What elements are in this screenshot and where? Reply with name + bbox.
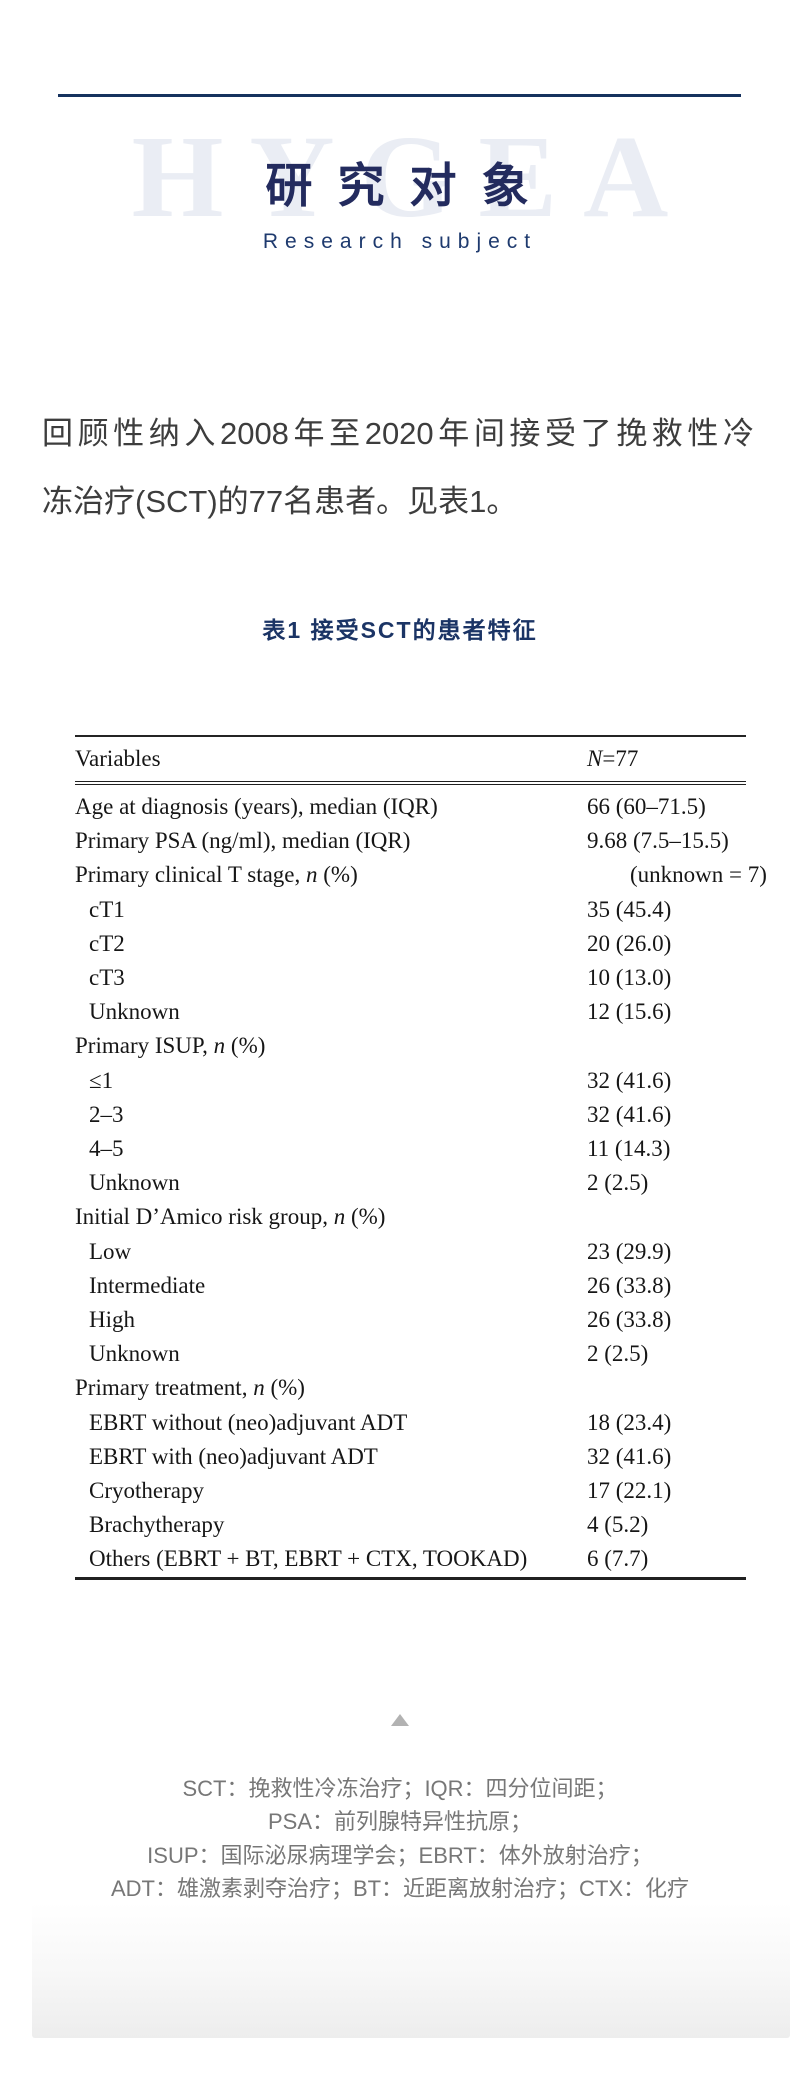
table-row: Others (EBRT + BT, EBRT + CTX, TOOKAD) 6 …: [75, 1542, 746, 1576]
row-value: 18 (23.4): [587, 1409, 672, 1435]
table-bottom-rule: [75, 1576, 746, 1580]
table-body: Age at diagnosis (years), median (IQR) 66…: [75, 785, 767, 1577]
watermark-text: HYGEA: [131, 111, 695, 242]
table-row: 2–3 32 (41.6): [75, 1098, 746, 1132]
row-label: EBRT without (neo)adjuvant ADT: [89, 1409, 408, 1435]
row-value-note: (unknown = 7): [630, 862, 767, 888]
row-label: cT3: [89, 965, 125, 991]
table-row: Age at diagnosis (years), median (IQR) 66…: [75, 790, 746, 824]
triangle-up-icon: [391, 1714, 409, 1726]
intro-line-2: 冻治疗(SCT)的77名患者。见表1。: [42, 484, 518, 519]
table-title: 表1 接受SCT的患者特征: [262, 617, 538, 643]
table-row: Primary ISUP, n (%): [75, 1029, 746, 1063]
next-section-preview: [32, 1903, 790, 2038]
row-label: Cryotherapy: [89, 1478, 204, 1504]
row-label: Unknown: [89, 999, 180, 1025]
row-value: 6 (7.7): [587, 1546, 649, 1572]
row-value: 10 (13.0): [587, 965, 672, 991]
row-value: 35 (45.4): [587, 896, 672, 922]
table-row: Initial D’Amico risk group, n (%): [75, 1200, 746, 1234]
table-row: Primary treatment, n (%): [75, 1371, 746, 1405]
row-label: Unknown: [89, 1170, 180, 1196]
table-row: cT3 10 (13.0): [75, 961, 746, 995]
row-label: High: [89, 1307, 135, 1333]
row-label: Brachytherapy: [89, 1512, 225, 1538]
table-row: cT2 20 (26.0): [75, 927, 746, 961]
table-row: EBRT with (neo)adjuvant ADT 32 (41.6): [75, 1440, 746, 1474]
table-row: Cryotherapy 17 (22.1): [75, 1474, 746, 1508]
table-header-rule: [75, 781, 746, 785]
table-row: Unknown 2 (2.5): [75, 1337, 746, 1371]
abbrev-line: ADT：雄激素剥夺治疗；BT：近距离放射治疗；CTX：化疗: [110, 1876, 690, 1902]
row-value: 17 (22.1): [587, 1478, 672, 1504]
header-divider: [58, 94, 741, 97]
abbrev-line: SCT：挽救性冷冻治疗；IQR：四分位间距；: [182, 1776, 618, 1801]
row-value: 32 (41.6): [587, 1067, 672, 1093]
table-row: EBRT without (neo)adjuvant ADT 18 (23.4): [75, 1406, 746, 1440]
table-top-rule: [75, 735, 746, 737]
table-row: Brachytherapy 4 (5.2): [75, 1508, 746, 1542]
patient-characteristics-table: Variables N=77 Age at diagnosis (years),…: [75, 735, 767, 1580]
row-label: Primary ISUP, n (%): [75, 1033, 266, 1059]
row-value: 2 (2.5): [587, 1341, 649, 1367]
abbrev-line: PSA：前列腺特异性抗原；: [267, 1809, 533, 1835]
row-value: 26 (33.8): [587, 1272, 672, 1298]
row-label: Initial D’Amico risk group, n (%): [75, 1204, 386, 1230]
row-value: 20 (26.0): [587, 930, 672, 956]
row-label: cT1: [89, 896, 125, 922]
table-row: Primary clinical T stage, n (%): [75, 858, 746, 892]
row-label: Low: [89, 1238, 132, 1264]
row-value: 66 (60–71.5): [587, 794, 706, 819]
table-row: cT1 35 (45.4): [75, 893, 746, 927]
table-row: Intermediate 26 (33.8): [75, 1269, 746, 1303]
abbrev-line: ISUP：国际泌尿病理学会；EBRT：体外放射治疗；: [147, 1842, 653, 1868]
row-label: EBRT with (neo)adjuvant ADT: [89, 1443, 378, 1469]
row-value: 32 (41.6): [587, 1101, 672, 1127]
table-row: Low 23 (29.9): [75, 1235, 746, 1269]
abbreviation-notes: SCT：挽救性冷冻治疗；IQR：四分位间距； PSA：前列腺特异性抗原； ISUP：…: [0, 1772, 800, 1906]
row-value: 12 (15.6): [587, 999, 672, 1025]
row-value: 9.68 (7.5–15.5) (unknown = 7): [587, 824, 767, 892]
row-label: Primary PSA (ng/ml), median (IQR): [75, 828, 411, 854]
table-row: ≤1 32 (41.6): [75, 1064, 746, 1098]
row-label: Primary treatment, n (%): [75, 1375, 305, 1401]
table-row: Unknown 2 (2.5): [75, 1166, 746, 1200]
row-label: 4–5: [89, 1136, 124, 1162]
row-label: 2–3: [89, 1101, 124, 1127]
table-row: High 26 (33.8): [75, 1303, 746, 1337]
row-value: 26 (33.8): [587, 1307, 672, 1333]
table-header-row: Variables N=77: [75, 737, 746, 781]
section-subtitle: Research subject: [262, 230, 538, 253]
table-header-n: N=77: [587, 746, 639, 771]
row-label: Intermediate: [89, 1272, 206, 1298]
row-value: 23 (29.9): [587, 1238, 672, 1264]
table-row: Primary PSA (ng/ml), median (IQR) 9.68 (7…: [75, 824, 767, 887]
row-value: 2 (2.5): [587, 1170, 649, 1196]
row-label: Unknown: [89, 1341, 180, 1367]
row-label: ≤1: [89, 1067, 114, 1093]
intro-paragraph: 回顾性纳入2008年至2020年间接受了挽救性冷 冻治疗(SCT)的77名患者。…: [42, 400, 754, 536]
table-header-variables: Variables: [75, 746, 161, 771]
table-row: 4–5 11 (14.3): [75, 1132, 746, 1166]
row-value: 32 (41.6): [587, 1443, 672, 1469]
row-label: Age at diagnosis (years), median (IQR): [75, 794, 438, 819]
row-value: 11 (14.3): [587, 1136, 671, 1162]
row-label: Others (EBRT + BT, EBRT + CTX, TOOKAD): [89, 1546, 528, 1572]
row-value: 4 (5.2): [587, 1512, 649, 1538]
row-label: Primary clinical T stage, n (%): [75, 862, 358, 888]
intro-line-1: 回顾性纳入2008年至2020年间接受了挽救性冷: [42, 416, 754, 451]
table-row: Unknown 12 (15.6): [75, 995, 746, 1029]
section-title: 研 究 对 象: [265, 159, 535, 212]
row-label: cT2: [89, 930, 125, 956]
